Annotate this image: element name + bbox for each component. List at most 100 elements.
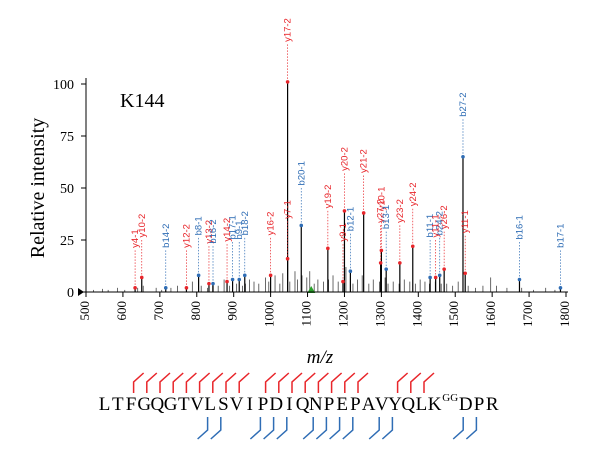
sequence-residue: L xyxy=(204,394,216,415)
sequence-residue: Q xyxy=(401,394,415,415)
b-fragment-flag xyxy=(249,417,262,440)
y-fragment-flag xyxy=(344,372,356,393)
x-axis-label: m/z xyxy=(307,347,334,368)
peak-marker xyxy=(163,286,168,290)
sequence-residue: T xyxy=(112,394,124,415)
modification-label: GG xyxy=(442,392,458,404)
y-fragment-flag xyxy=(185,372,197,393)
y-fragment-flag xyxy=(172,372,184,393)
peak-marker xyxy=(268,273,273,278)
y-fragment-flag xyxy=(304,372,316,393)
ion-label: b12-1 xyxy=(345,207,356,231)
peak-marker xyxy=(398,261,402,265)
ion-label: y7-1 xyxy=(283,200,294,218)
peak-marker xyxy=(384,267,388,271)
y-fragment-flag xyxy=(330,372,343,393)
sequence-residue: G xyxy=(164,394,178,415)
ion-label: b14-2 xyxy=(161,224,172,248)
x-tick-label: 1100 xyxy=(299,301,314,327)
peak-marker xyxy=(237,277,242,282)
ion-label: b16-1 xyxy=(514,215,525,239)
panel-label: K144 xyxy=(120,90,164,112)
peak-marker xyxy=(410,244,415,249)
b-fragment-flag xyxy=(368,417,380,440)
origin-arrow-icon xyxy=(78,288,84,296)
ion-label: b8-1 xyxy=(194,216,205,235)
peak-marker xyxy=(207,281,211,286)
ion-label: y11-1 xyxy=(460,210,471,233)
sequence-residue: Q xyxy=(151,394,165,415)
y-fragment-flag xyxy=(410,372,422,393)
ion-label: b9-1 xyxy=(234,221,245,240)
peak-marker xyxy=(442,267,446,271)
b-fragment-flag xyxy=(210,417,222,440)
sequence-residue: Q xyxy=(296,394,310,415)
b-fragment-flag xyxy=(197,417,209,440)
y-tick-label: 75 xyxy=(60,130,74,145)
ion-label: b20-1 xyxy=(296,161,307,185)
ion-label: y4-1 xyxy=(130,229,141,247)
y-axis-label: Relative intensity xyxy=(27,118,49,259)
x-tick-label: 900 xyxy=(225,301,240,321)
peak-marker xyxy=(133,286,137,290)
ion-label: y10-2 xyxy=(137,214,148,238)
b-fragment-flag xyxy=(263,417,275,440)
ion-label: b13-1 xyxy=(381,205,392,229)
sequence-residue: N xyxy=(309,394,323,415)
peak-marker xyxy=(342,209,347,213)
y-fragment-flag xyxy=(396,372,409,393)
peak-marker xyxy=(285,80,290,84)
sequence-residue: A xyxy=(362,394,376,415)
x-tick-label: 1600 xyxy=(483,301,498,327)
peak-marker xyxy=(433,275,438,280)
ion-label: y16-2 xyxy=(266,212,277,236)
ion-label: y14-2 xyxy=(222,218,233,242)
x-tick-label: 1200 xyxy=(335,301,350,327)
b-fragment-flag xyxy=(329,417,341,440)
sequence-residue: I xyxy=(247,394,253,415)
sequence-residue: T xyxy=(178,394,190,415)
sequence-residue: K xyxy=(428,394,442,415)
ion-label: b24-2 xyxy=(435,211,446,235)
b-fragment-flag xyxy=(381,417,394,440)
sequence-residue: V xyxy=(375,394,389,415)
peak-marker xyxy=(299,223,304,228)
ion-label: y19-2 xyxy=(323,185,334,209)
y-fragment-flag xyxy=(423,372,435,393)
y-tick-label: 25 xyxy=(60,234,74,249)
y-tick-label: 50 xyxy=(60,182,74,197)
y-fragment-flag xyxy=(225,372,237,393)
peak-marker xyxy=(230,277,235,282)
y-ticks: 0 25 50 75 100 xyxy=(53,78,86,301)
ion-label: y20-2 xyxy=(339,147,350,171)
ion-label: b11-1 xyxy=(425,214,436,238)
x-ticks: 500 600 700 800 900 1000 1100 1200 1300 1400 1500 1… xyxy=(77,292,572,327)
peptide-sequence: L T F G Q G T V L S V I P D I Q N P E P A V Y Q L K GG D P R xyxy=(99,372,499,440)
y-fragment-flag xyxy=(212,372,224,393)
peak-marker xyxy=(242,273,247,278)
ion-label: y11-1 xyxy=(431,214,442,237)
peak-marker xyxy=(211,281,215,286)
x-tick-label: 1000 xyxy=(262,301,277,327)
ion-label: y12-2 xyxy=(181,224,192,248)
y-tick-label: 100 xyxy=(53,78,74,93)
peak-marker xyxy=(196,273,201,278)
y-fragment-flag xyxy=(159,372,171,393)
x-tick-label: 700 xyxy=(151,301,166,321)
x-tick-label: 1500 xyxy=(446,301,461,327)
peak-marker xyxy=(225,279,229,284)
ion-label: y24-2 xyxy=(408,182,419,206)
ion-label: y10-1 xyxy=(376,187,387,211)
b-fragment-flag xyxy=(302,417,314,440)
peak-marker xyxy=(428,275,432,280)
sequence-residue: G xyxy=(137,394,151,415)
sequence-residue: P xyxy=(324,394,335,415)
sequence-residue: P xyxy=(474,394,485,415)
b-fragment-flag xyxy=(465,417,478,440)
x-tick-label: 600 xyxy=(114,301,129,321)
y-fragment-flag xyxy=(132,372,145,393)
peak-marker xyxy=(437,273,442,278)
peak-marker xyxy=(361,211,366,215)
ion-label: y9-1 xyxy=(338,223,349,241)
